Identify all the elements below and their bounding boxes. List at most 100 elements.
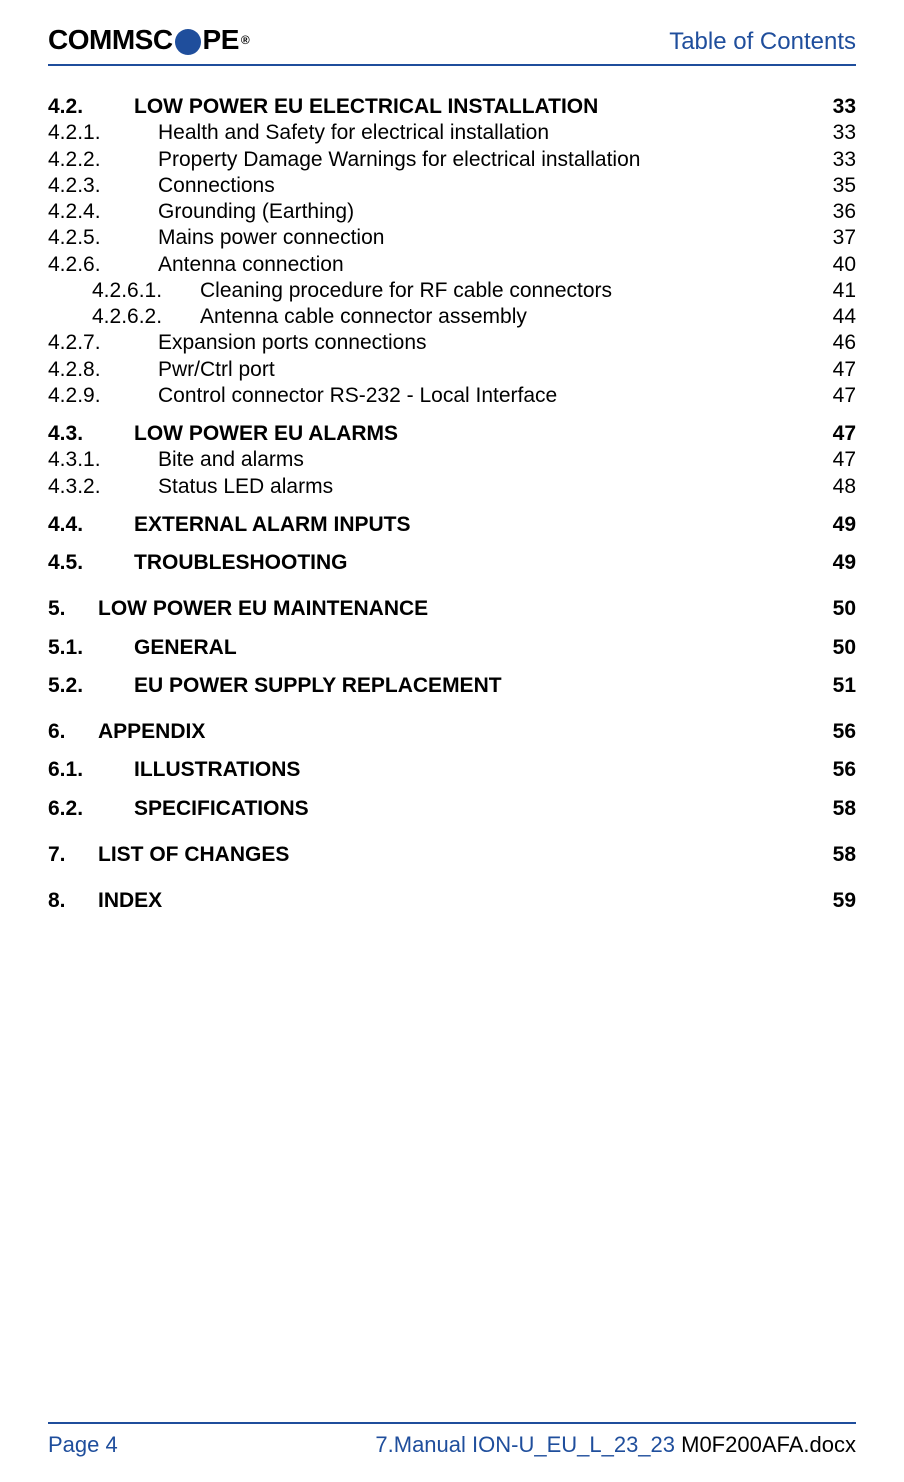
toc-number: 8. [48,888,98,914]
toc-page: 46 [833,330,856,356]
toc-title: Status LED alarms [158,474,333,500]
toc-page: 41 [833,278,856,304]
toc-number: 4.3.2. [48,474,158,500]
toc-gap [48,623,856,635]
toc-page: 49 [833,512,856,538]
toc-row-left: 4.3.2.Status LED alarms [48,474,333,500]
toc-row: 5.2.EU POWER SUPPLY REPLACEMENT51 [48,673,856,699]
toc-number: 4.2.9. [48,383,158,409]
toc-row: 4.2.4.Grounding (Earthing)36 [48,199,856,225]
table-of-contents: 4.2.LOW POWER EU ELECTRICAL INSTALLATION… [48,94,856,914]
toc-row-left: 4.2.LOW POWER EU ELECTRICAL INSTALLATION [48,94,598,120]
toc-number: 4.2.6.1. [92,278,200,304]
toc-title: Antenna connection [158,252,344,278]
toc-number: 4.4. [48,512,134,538]
toc-page: 33 [833,147,856,173]
toc-row-left: 6.APPENDIX [48,719,205,745]
toc-row: 4.2.7.Expansion ports connections 46 [48,330,856,356]
toc-row-left: 4.5.TROUBLESHOOTING [48,550,348,576]
toc-row: 4.2.8.Pwr/Ctrl port47 [48,357,856,383]
toc-row: 4.2.6.2.Antenna cable connector assembly… [48,304,856,330]
toc-row: 4.2.1.Health and Safety for electrical i… [48,120,856,146]
toc-title: Expansion ports connections [158,330,427,356]
toc-row: 4.2.3.Connections35 [48,173,856,199]
toc-title: APPENDIX [98,719,205,745]
toc-row-left: 4.2.4.Grounding (Earthing) [48,199,354,225]
toc-row-left: 4.2.7.Expansion ports connections [48,330,427,356]
toc-gap [48,409,856,421]
toc-gap [48,868,856,888]
filename-black: M0F200AFA.docx [681,1432,856,1457]
toc-number: 4.2. [48,94,134,120]
toc-row-left: 4.2.5.Mains power connection [48,225,384,251]
toc-gap [48,699,856,719]
toc-page: 50 [833,596,856,622]
toc-title: LIST OF CHANGES [98,842,289,868]
toc-row-left: 6.2.SPECIFICATIONS [48,796,309,822]
page-footer: Page 4 7.Manual ION-U_EU_L_23_23 M0F200A… [48,1422,856,1458]
toc-row-left: 5.2.EU POWER SUPPLY REPLACEMENT [48,673,502,699]
toc-title: Antenna cable connector assembly [200,304,527,330]
toc-page: 56 [833,719,856,745]
toc-page: 58 [833,842,856,868]
toc-title: INDEX [98,888,162,914]
toc-row-left: 7.LIST OF CHANGES [48,842,289,868]
toc-page: 47 [833,447,856,473]
toc-number: 6. [48,719,98,745]
toc-title: LOW POWER EU MAINTENANCE [98,596,428,622]
toc-page: 59 [833,888,856,914]
toc-title: LOW POWER EU ALARMS [134,421,398,447]
toc-row-left: 4.2.1.Health and Safety for electrical i… [48,120,549,146]
globe-icon [175,29,201,55]
toc-page: 44 [833,304,856,330]
toc-row-left: 4.2.6.1.Cleaning procedure for RF cable … [92,278,612,304]
toc-row: 4.3.LOW POWER EU ALARMS47 [48,421,856,447]
toc-row: 4.2.2.Property Damage Warnings for elect… [48,147,856,173]
logo: COMMSC PE ® [48,24,249,56]
toc-row: 6.APPENDIX 56 [48,719,856,745]
toc-row-left: 4.3.1.Bite and alarms [48,447,304,473]
toc-page: 40 [833,252,856,278]
toc-row: 4.3.2.Status LED alarms48 [48,474,856,500]
toc-row: 4.5.TROUBLESHOOTING49 [48,550,856,576]
toc-number: 4.2.1. [48,120,158,146]
toc-row: 4.2.LOW POWER EU ELECTRICAL INSTALLATION… [48,94,856,120]
toc-page: 35 [833,173,856,199]
toc-number: 4.2.5. [48,225,158,251]
toc-page: 33 [833,94,856,120]
toc-title: EU POWER SUPPLY REPLACEMENT [134,673,502,699]
toc-row: 4.2.6.1.Cleaning procedure for RF cable … [48,278,856,304]
toc-row: 4.2.5.Mains power connection37 [48,225,856,251]
toc-gap [48,745,856,757]
toc-gap [48,500,856,512]
logo-text-right: PE [203,24,239,56]
toc-gap [48,822,856,842]
toc-title: ILLUSTRATIONS [134,757,300,783]
toc-title: EXTERNAL ALARM INPUTS [134,512,411,538]
toc-title: Pwr/Ctrl port [158,357,275,383]
toc-row: 5.1.GENERAL50 [48,635,856,661]
toc-number: 5.1. [48,635,134,661]
toc-number: 5.2. [48,673,134,699]
toc-number: 7. [48,842,98,868]
toc-page: 33 [833,120,856,146]
header-title: Table of Contents [669,28,856,56]
toc-row: 4.2.6.Antenna connection 40 [48,252,856,278]
toc-number: 4.2.4. [48,199,158,225]
toc-title: Grounding (Earthing) [158,199,354,225]
toc-title: Health and Safety for electrical install… [158,120,549,146]
toc-row: 8.INDEX 59 [48,888,856,914]
toc-gap [48,784,856,796]
toc-row: 6.2.SPECIFICATIONS 58 [48,796,856,822]
toc-number: 4.2.6. [48,252,158,278]
toc-title: SPECIFICATIONS [134,796,309,822]
toc-title: Property Damage Warnings for electrical … [158,147,640,173]
toc-page: 47 [833,383,856,409]
toc-number: 4.2.7. [48,330,158,356]
toc-row-left: 4.2.2.Property Damage Warnings for elect… [48,147,640,173]
filename-blue: 7.Manual ION-U_EU_L_23_23 [375,1432,681,1457]
toc-row-left: 4.2.6.Antenna connection [48,252,344,278]
toc-page: 58 [833,796,856,822]
toc-page: 56 [833,757,856,783]
toc-row: 4.2.9.Control connector RS-232 - Local I… [48,383,856,409]
